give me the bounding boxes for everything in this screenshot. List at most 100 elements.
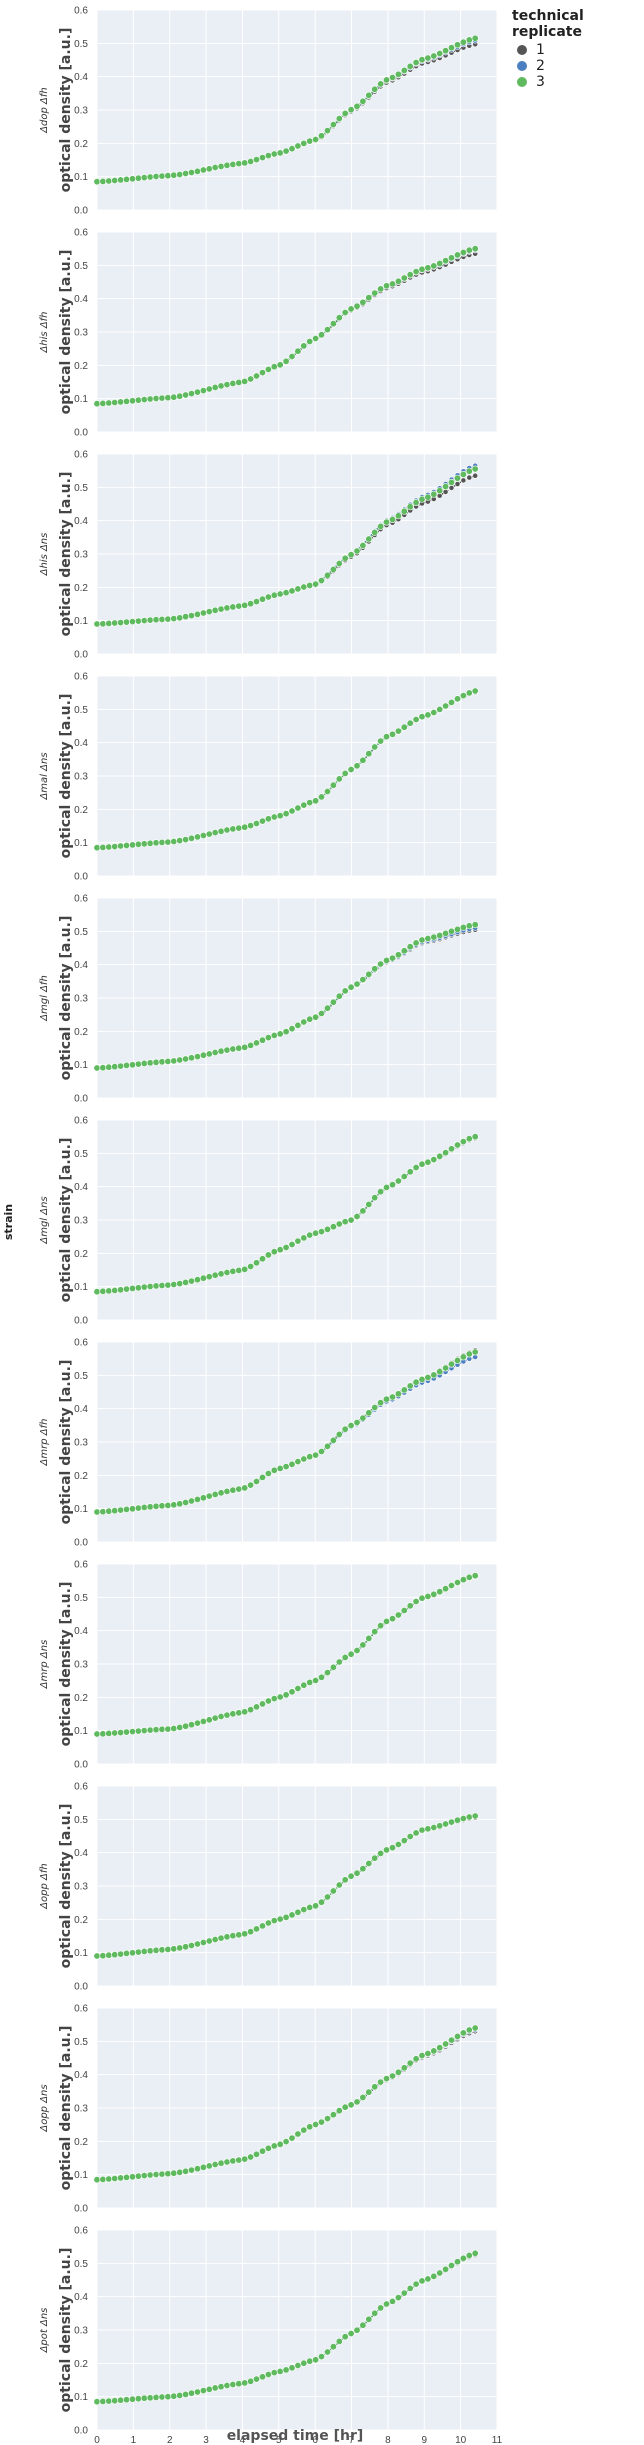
replicate-3-point (359, 1414, 367, 1422)
replicate-3-point (258, 1473, 266, 1481)
replicate-3-point (111, 1729, 119, 1737)
replicate-3-point (288, 807, 296, 815)
replicate-3-point (418, 56, 426, 64)
replicate-3-point (317, 132, 325, 140)
y-axis-label: optical density [a.u.] (58, 2026, 74, 2191)
replicate-3-point (158, 1058, 166, 1066)
y-tick-label: 0.4 (74, 1626, 88, 1637)
replicate-3-point (382, 2075, 390, 2083)
x-tick-label: 2 (167, 2435, 173, 2445)
replicate-1-point (448, 484, 455, 491)
replicate-3-point (247, 1481, 255, 1489)
replicate-3-point (99, 1287, 107, 1295)
replicate-3-point (217, 1713, 225, 1721)
y-tick-label: 0.3 (74, 106, 88, 117)
replicate-3-point (129, 841, 137, 849)
replicate-3-point (129, 2395, 137, 2403)
strain-label: Δdop Δfh (39, 87, 50, 134)
replicate-3-point (182, 170, 190, 178)
replicate-3-point (176, 171, 184, 179)
replicate-3-point (205, 2385, 213, 2393)
y-tick-label: 0.3 (74, 994, 88, 1005)
replicate-3-point (253, 598, 261, 606)
y-axis-label: optical density [a.u.] (58, 28, 74, 193)
replicate-3-point (317, 1898, 325, 1906)
replicate-3-point (170, 393, 178, 401)
replicate-3-point (217, 1047, 225, 1055)
replicate-3-point (329, 1887, 337, 1895)
legend-title: technical replicate (512, 8, 584, 40)
replicate-3-point (205, 1050, 213, 1058)
replicate-3-point (205, 1937, 213, 1945)
replicate-3-point (205, 1492, 213, 1500)
replicate-3-point (412, 268, 420, 276)
replicate-3-point (134, 1727, 142, 1735)
replicate-3-point (235, 2156, 243, 2164)
replicate-3-point (359, 1865, 367, 1873)
x-tick-label: 10 (455, 2435, 467, 2445)
replicate-3-point (146, 1726, 154, 1734)
replicate-3-point (447, 1360, 455, 1368)
strain-label: Δhis Δns (39, 533, 50, 577)
replicate-3-point (111, 1951, 119, 1959)
replicate-3-point (377, 1849, 385, 1857)
replicate-3-point (258, 154, 266, 162)
replicate-3-point (382, 1617, 390, 1625)
replicate-3-point (211, 606, 219, 614)
replicate-3-point (123, 1061, 131, 1069)
replicate-3-point (270, 150, 278, 158)
replicate-3-point (424, 1158, 432, 1166)
replicate-3-point (323, 1893, 331, 1901)
replicate-3-point (158, 2393, 166, 2401)
replicate-3-point (105, 1507, 113, 1515)
replicate-3-point (182, 391, 190, 399)
replicate-3-point (247, 1928, 255, 1936)
replicate-3-point (117, 619, 125, 627)
replicate-3-point (442, 483, 450, 491)
replicate-3-point (93, 1288, 101, 1296)
replicate-3-point (388, 2072, 396, 2080)
replicate-3-point (406, 943, 414, 951)
replicate-3-point (223, 161, 231, 169)
replicate-3-point (176, 1500, 184, 1508)
replicate-3-point (294, 1237, 302, 1245)
replicate-3-point (194, 1053, 202, 1061)
replicate-3-point (140, 1503, 148, 1511)
y-tick-label: 0.5 (74, 1815, 88, 1826)
replicate-3-point (453, 1141, 461, 1149)
replicate-3-point (424, 1825, 432, 1833)
replicate-3-point (412, 1164, 420, 1172)
replicate-3-point (223, 826, 231, 834)
replicate-3-point (312, 2121, 320, 2129)
replicate-3-point (371, 743, 379, 751)
replicate-3-point (93, 178, 101, 186)
replicate-3-point (347, 305, 355, 313)
replicate-3-point (377, 522, 385, 530)
replicate-3-point (323, 1442, 331, 1450)
y-tick-label: 0.1 (74, 1726, 88, 1737)
replicate-3-point (129, 1505, 137, 1513)
replicate-3-point (412, 1598, 420, 1606)
y-tick-label: 0.1 (74, 2170, 88, 2181)
replicate-3-point (353, 302, 361, 310)
replicate-3-point (93, 1064, 101, 1072)
replicate-3-point (158, 838, 166, 846)
legend-item-2: 2 (512, 58, 644, 74)
replicate-3-point (312, 580, 320, 588)
replicate-3-point (430, 1824, 438, 1832)
replicate-3-point (282, 2138, 290, 2146)
replicate-3-point (436, 2269, 444, 2277)
replicate-3-point (430, 2272, 438, 2280)
replicate-3-point (123, 1949, 131, 1957)
replicate-3-point (453, 925, 461, 933)
replicate-3-point (253, 372, 261, 380)
replicate-3-point (93, 1508, 101, 1516)
replicate-3-point (424, 264, 432, 272)
y-tick-label: 0.5 (74, 927, 88, 938)
replicate-3-point (99, 1730, 107, 1738)
replicate-3-point (447, 2262, 455, 2270)
replicate-3-point (229, 825, 237, 833)
replicate-3-point (453, 41, 461, 49)
